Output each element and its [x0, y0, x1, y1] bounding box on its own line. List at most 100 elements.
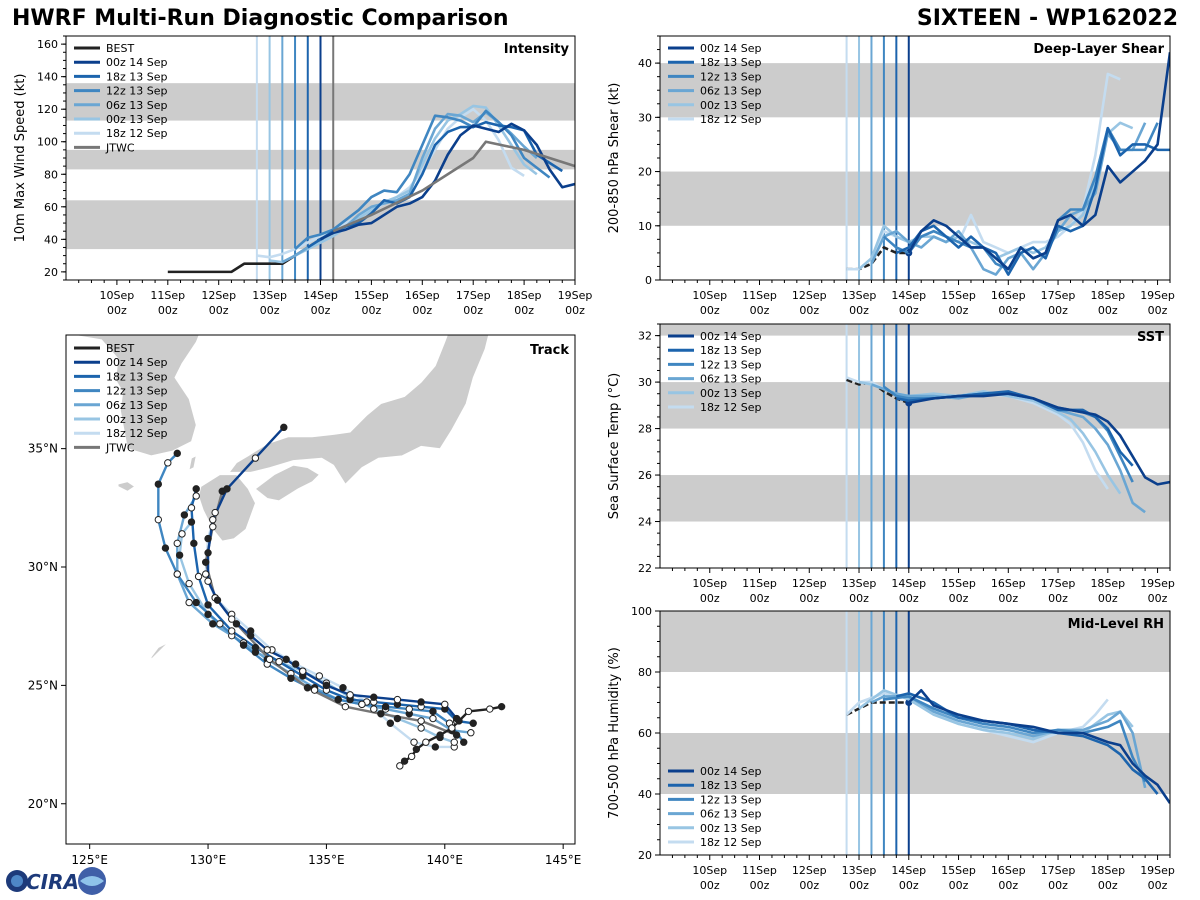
- x-tick-label-day: 17Sep: [1041, 864, 1076, 877]
- track-point-00z-14-sep: [282, 655, 290, 664]
- track-point-00z-14-sep: [209, 515, 217, 524]
- track-point-jtwc: [452, 731, 461, 739]
- panel-track: 125°E 130°E 135°E 140°E 145°E 20°N 25°N 30°N 35°…: [28, 334, 581, 867]
- panel-shear: 0 10 20 30 40 10Sep 00z 11Sep 00z 12Sep 00z 13Sep 00…: [607, 35, 1175, 317]
- x-tick-label-hour: 00z: [700, 879, 720, 892]
- y-tick-label-40: 40: [638, 788, 652, 801]
- x-tick-label-day: 10Sep: [692, 289, 727, 302]
- legend-label-00z-14-sep: 00z 14 Sep: [700, 765, 762, 778]
- track-point-12z-13-sep: [310, 686, 319, 694]
- track-point-jtwc: [417, 717, 425, 725]
- track-point-18z-13-sep: [190, 539, 198, 548]
- legend-label-12z-13-sep: 12z 13 Sep: [700, 358, 762, 371]
- cira-emblem-inner: [11, 875, 23, 887]
- x-tick-label-day: 16Sep: [405, 289, 440, 302]
- track-point-18z-12-sep: [201, 570, 210, 578]
- series-line-00z-14-sep: [908, 392, 1170, 486]
- track-point-00z-14-sep: [346, 691, 354, 699]
- track-point-18z-13-sep: [194, 572, 203, 581]
- x-tick-label-day: 17Sep: [1041, 289, 1076, 302]
- track-point-00z-14-sep: [251, 454, 260, 462]
- shade-band-1: [660, 63, 1170, 118]
- x-tick-label-day: 12Sep: [201, 289, 236, 302]
- x-tick-label-day: 19Sep: [1140, 577, 1175, 590]
- y-axis-label-rh: 700-500 hPa Humidity (%): [607, 647, 622, 819]
- plot-area-shear: [660, 36, 1170, 280]
- track-point-00z-14-sep: [204, 549, 212, 557]
- x-tick-label-hour: 00z: [849, 304, 869, 317]
- track-point-00z-14-sep: [370, 693, 378, 701]
- legend-label-00z-14-sep: 00z 14 Sep: [106, 56, 168, 69]
- x-tick-label-hour: 00z: [799, 592, 819, 605]
- legend-label-12z-13-sep: 12z 13 Sep: [700, 793, 762, 806]
- panel-sst: 22 24 26 28 30 32 10Sep 00z 11Sep 00z 12Sep 00z 13Se…: [607, 323, 1175, 605]
- track-point-jtwc: [265, 655, 274, 664]
- series-line-18z-12-sep: [846, 72, 1121, 271]
- x-tick-label-day: 13Sep: [842, 289, 877, 302]
- y-tick-label-32: 32: [638, 330, 652, 343]
- y-tick-label-0: 0: [645, 274, 652, 287]
- plot-area-rh: [660, 611, 1170, 855]
- x-tick-label-day: 18Sep: [1090, 577, 1125, 590]
- legend-label-00z-13-sep: 00z 13 Sep: [106, 113, 168, 126]
- y-tick-label-60: 60: [44, 201, 58, 214]
- y-tick-label-10: 10: [638, 220, 652, 233]
- y-tick-label-26: 26: [638, 469, 652, 482]
- legend-label-12z-13-sep: 12z 13 Sep: [106, 85, 168, 98]
- track-x-label: 140°E: [427, 853, 464, 867]
- land-jeju: [117, 481, 136, 492]
- track-point-00z-13-sep: [187, 518, 196, 526]
- y-tick-label-40: 40: [638, 57, 652, 70]
- panel-title-rh: Mid-Level RH: [1068, 617, 1164, 632]
- track-point-best: [422, 738, 430, 746]
- cira-logo: CIRA: [6, 867, 106, 895]
- track-point-00z-13-sep: [185, 579, 193, 588]
- x-tick-label-day: 10Sep: [100, 289, 135, 302]
- x-tick-label-day: 11Sep: [742, 289, 777, 302]
- series-line-jtwc: [332, 140, 575, 233]
- track-point-best: [486, 705, 494, 713]
- y-tick-label-60: 60: [638, 727, 652, 740]
- track-point-12z-13-sep: [154, 480, 163, 488]
- x-tick-label-day: 16Sep: [991, 577, 1026, 590]
- x-tick-label-day: 13Sep: [842, 864, 877, 877]
- track-point-00z-14-sep: [263, 646, 271, 654]
- x-tick-label-hour: 00z: [1098, 879, 1118, 892]
- x-tick-label-day: 11Sep: [742, 864, 777, 877]
- series-line-00z-13-sep: [858, 688, 1134, 741]
- legend-label-18z-12-sep: 18z 12 Sep: [106, 127, 168, 140]
- storm-title: SIXTEEN - WP162022: [916, 6, 1178, 31]
- x-tick-label-hour: 00z: [1148, 879, 1168, 892]
- y-tick-label-20: 20: [44, 266, 58, 279]
- track-point-12z-13-sep: [460, 738, 468, 746]
- x-tick-label-day: 16Sep: [991, 289, 1026, 302]
- track-point-jtwc: [341, 702, 350, 711]
- track-point-12z-13-sep: [239, 641, 248, 649]
- track-y-label: 30°N: [28, 560, 58, 574]
- x-tick-label-day: 19Sep: [1140, 864, 1175, 877]
- track-point-12z-13-sep: [429, 707, 437, 716]
- page-title: HWRF Multi-Run Diagnostic Comparison: [12, 6, 509, 31]
- track-point-00z-14-sep: [299, 667, 307, 675]
- track-point-00z-13-sep: [178, 530, 186, 538]
- track-point-best: [448, 724, 456, 732]
- track-point-06z-13-sep: [429, 714, 437, 723]
- track-point-best: [464, 707, 473, 716]
- track-point-12z-13-sep: [173, 449, 181, 458]
- x-tick-label-hour: 00z: [412, 304, 432, 317]
- legend-label-00z-14-sep: 00z 14 Sep: [106, 356, 168, 369]
- track-point-best: [436, 731, 444, 739]
- x-tick-label-day: 16Sep: [991, 864, 1026, 877]
- legend-label-18z-13-sep: 18z 13 Sep: [106, 370, 168, 383]
- track-x-label: 135°E: [308, 853, 345, 867]
- x-tick-label-hour: 00z: [1048, 879, 1068, 892]
- x-tick-label-hour: 00z: [899, 592, 919, 605]
- track-y-label: 20°N: [28, 797, 58, 811]
- legend-label-18z-13-sep: 18z 13 Sep: [700, 779, 762, 792]
- x-tick-label-hour: 00z: [1148, 304, 1168, 317]
- x-tick-label-hour: 00z: [260, 304, 280, 317]
- track-point-00z-13-sep: [370, 705, 378, 713]
- panel-title-sst: SST: [1137, 330, 1164, 345]
